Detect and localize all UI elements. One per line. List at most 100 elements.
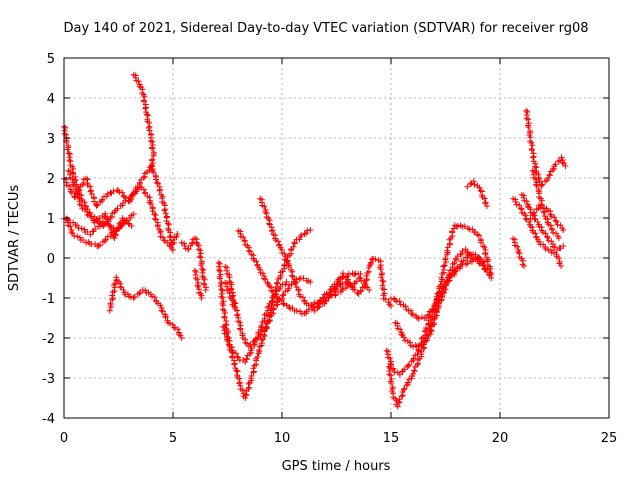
- data-point-marker: [166, 234, 173, 241]
- x-tick-label: 5: [169, 431, 177, 446]
- data-point-marker: [234, 353, 241, 360]
- data-point-marker: [73, 222, 80, 229]
- data-point-marker: [425, 311, 432, 318]
- data-point-marker: [76, 234, 83, 241]
- data-point-marker: [290, 243, 297, 250]
- data-point-marker: [311, 307, 318, 314]
- data-point-marker: [438, 274, 445, 281]
- data-point-marker: [194, 282, 201, 289]
- data-point-marker: [88, 191, 95, 198]
- data-point-marker: [402, 303, 409, 310]
- data-point-marker: [470, 178, 477, 185]
- data-point-marker: [357, 274, 364, 281]
- data-point-marker: [443, 277, 450, 284]
- data-point-marker: [476, 184, 483, 191]
- data-point-marker: [216, 275, 223, 282]
- data-point-marker: [515, 248, 522, 255]
- data-point-marker: [544, 234, 551, 241]
- y-tick-label: -1: [42, 292, 55, 307]
- data-point-marker: [156, 187, 163, 194]
- data-point-marker: [418, 342, 425, 349]
- data-point-marker: [476, 254, 483, 261]
- data-point-marker: [68, 189, 75, 196]
- data-point-marker: [404, 379, 411, 386]
- data-point-marker: [114, 205, 121, 212]
- data-point-marker: [152, 216, 159, 223]
- data-point-marker: [383, 347, 390, 354]
- data-point-marker: [95, 242, 102, 249]
- data-point-marker: [551, 214, 558, 221]
- data-point-marker: [116, 189, 123, 196]
- data-point-marker: [96, 215, 103, 222]
- y-axis-label: SDTVAR / TECUs: [7, 185, 22, 292]
- data-point-marker: [171, 324, 178, 331]
- data-point-marker: [66, 157, 73, 164]
- data-point-marker: [78, 202, 85, 209]
- data-point-marker: [544, 233, 551, 240]
- data-point-marker: [198, 262, 205, 269]
- data-point-marker: [558, 263, 565, 269]
- data-point-marker: [403, 382, 410, 389]
- data-point-marker: [533, 181, 540, 188]
- data-point-marker: [243, 355, 250, 362]
- series-track-aa: [527, 202, 567, 233]
- data-point-marker: [149, 293, 156, 300]
- data-point-marker: [94, 202, 101, 209]
- data-point-marker: [326, 289, 333, 296]
- data-point-marker: [78, 225, 85, 232]
- chart-title: Day 140 of 2021, Sidereal Day-to-day VTE…: [63, 21, 588, 36]
- data-point-marker: [259, 270, 266, 277]
- data-point-marker: [282, 288, 289, 295]
- data-point-marker: [559, 159, 566, 166]
- data-point-marker: [248, 345, 255, 352]
- data-point-marker: [560, 243, 567, 249]
- data-point-marker: [481, 259, 488, 265]
- data-point-marker: [467, 181, 474, 188]
- data-point-marker: [109, 295, 116, 302]
- series-track-g: [106, 274, 185, 341]
- y-tick-label: -3: [42, 372, 55, 387]
- x-tick-label: 25: [601, 431, 618, 446]
- data-point-marker: [260, 275, 267, 282]
- data-point-marker: [530, 210, 537, 217]
- data-point-marker: [104, 191, 111, 198]
- data-point-marker: [219, 287, 226, 294]
- series-track-q: [329, 270, 373, 298]
- data-point-marker: [174, 326, 181, 333]
- data-point-marker: [307, 279, 314, 285]
- x-axis-label: GPS time / hours: [282, 459, 391, 474]
- data-point-marker: [467, 251, 474, 258]
- data-point-marker: [293, 307, 300, 314]
- data-point-marker: [128, 195, 135, 202]
- data-point-marker: [366, 287, 373, 293]
- data-point-marker: [122, 195, 129, 202]
- data-point-marker: [250, 341, 257, 348]
- data-point-marker: [159, 234, 166, 241]
- data-point-marker: [377, 266, 384, 273]
- data-point-marker: [158, 307, 165, 314]
- data-point-marker: [264, 305, 271, 312]
- data-point-marker: [164, 220, 171, 227]
- data-point-marker: [82, 175, 89, 182]
- data-point-marker: [560, 227, 567, 233]
- data-point-marker: [131, 294, 138, 301]
- data-point-marker: [441, 262, 448, 269]
- data-point-marker: [358, 277, 365, 284]
- data-point-marker: [250, 365, 257, 372]
- data-point-marker: [538, 201, 545, 208]
- data-point-marker: [427, 331, 434, 338]
- data-point-marker: [195, 246, 202, 253]
- data-point-marker: [387, 372, 394, 379]
- data-point-marker: [102, 238, 109, 245]
- data-point-marker: [307, 227, 314, 233]
- data-point-marker: [84, 229, 91, 236]
- data-point-marker: [513, 201, 520, 208]
- data-point-marker: [396, 396, 403, 403]
- data-point-marker: [260, 336, 267, 343]
- data-point-marker: [278, 246, 285, 253]
- data-point-marker: [280, 291, 287, 298]
- data-point-marker: [442, 282, 449, 289]
- data-point-marker: [471, 181, 478, 188]
- data-point-marker: [262, 208, 269, 215]
- series-track-p: [311, 255, 394, 314]
